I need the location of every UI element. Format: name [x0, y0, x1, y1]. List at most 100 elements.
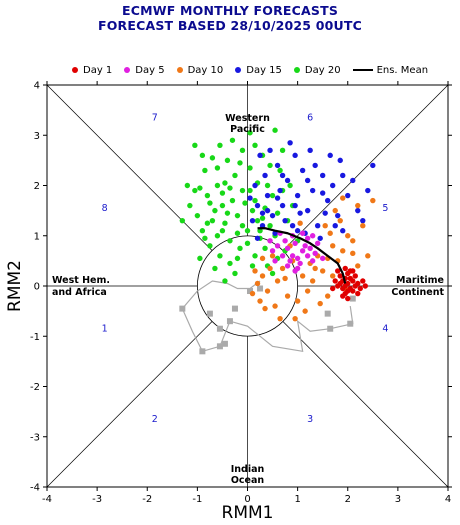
- legend-item-day15: Day 15: [235, 65, 282, 76]
- point-day15: [282, 217, 288, 224]
- point-day10: [272, 303, 278, 309]
- point-day5: [267, 238, 273, 244]
- phase-label: 4: [382, 324, 388, 335]
- point-day10: [297, 220, 303, 226]
- point-day15: [264, 192, 271, 199]
- point-day5: [274, 243, 281, 249]
- point-day15: [317, 235, 323, 241]
- point-day20: [187, 202, 193, 209]
- point-day10: [249, 290, 256, 297]
- point-day15: [304, 207, 311, 214]
- analysis-marker: [231, 305, 238, 312]
- point-day10: [277, 315, 283, 322]
- analysis-marker: [216, 343, 223, 350]
- point-day20: [222, 180, 228, 186]
- point-day10: [279, 265, 286, 272]
- y-tick-label: -4: [30, 483, 40, 494]
- y-axis-label: RMM2: [5, 260, 25, 312]
- legend-label-day5: Day 5: [135, 64, 165, 76]
- x-tick-label: 1: [294, 494, 300, 505]
- point-day10: [302, 308, 308, 314]
- point-day15: [307, 147, 313, 154]
- chart-subtitle: FORECAST BASED 28/10/2025 00UTC: [97, 18, 363, 33]
- point-day20: [237, 245, 243, 252]
- point-day15: [292, 202, 298, 209]
- phase-label: 3: [307, 414, 313, 425]
- phase-label: 6: [307, 113, 313, 124]
- legend-marker-day5: [124, 67, 131, 73]
- point-day20: [207, 200, 213, 206]
- point-day20: [217, 142, 223, 148]
- region-label-bottom-2: Ocean: [231, 475, 265, 486]
- point-day20: [224, 210, 231, 216]
- point-day15: [287, 140, 293, 146]
- point-day20: [214, 165, 221, 171]
- point-day15: [325, 197, 331, 204]
- point-day15: [314, 223, 321, 229]
- point-day1: [347, 275, 353, 282]
- x-tick-label: -2: [142, 494, 152, 505]
- region-label-right-1: Maritime: [396, 275, 444, 286]
- diagonal-line: [282, 84, 449, 251]
- point-day5: [312, 250, 318, 257]
- point-day20: [214, 233, 221, 239]
- point-day1: [350, 288, 356, 294]
- point-day20: [257, 228, 263, 234]
- diagonal-line: [46, 84, 213, 251]
- point-day20: [239, 187, 246, 194]
- point-day15: [340, 228, 346, 234]
- point-day15: [277, 187, 283, 194]
- point-day10: [330, 273, 336, 279]
- x-tick-label: -3: [92, 494, 102, 505]
- analysis-marker: [324, 310, 331, 317]
- point-day1: [360, 278, 366, 284]
- legend-marker-day20: [293, 67, 300, 73]
- point-day15: [327, 152, 333, 159]
- point-day20: [259, 215, 266, 221]
- point-day15: [252, 182, 258, 189]
- point-day5: [289, 253, 296, 259]
- point-day10: [355, 202, 361, 209]
- region-label-top-2: Pacific: [230, 124, 265, 135]
- point-day10: [327, 230, 333, 236]
- point-day20: [229, 137, 236, 143]
- point-day15: [292, 152, 298, 159]
- point-day15: [319, 190, 326, 196]
- analysis-marker: [221, 340, 228, 347]
- y-tick-label: 0: [34, 282, 40, 293]
- point-day5: [307, 245, 313, 252]
- point-day20: [229, 197, 236, 204]
- point-day20: [209, 217, 216, 224]
- point-day1: [357, 285, 363, 292]
- point-day10: [340, 195, 346, 201]
- point-day20: [209, 155, 216, 161]
- point-day15: [365, 187, 371, 194]
- point-day20: [184, 182, 191, 189]
- point-day10: [274, 278, 281, 284]
- point-day15: [254, 235, 261, 241]
- point-day15: [269, 212, 276, 219]
- point-day15: [267, 147, 273, 154]
- point-day1: [337, 273, 343, 279]
- y-tick-label: 1: [34, 231, 40, 242]
- point-day20: [252, 253, 258, 259]
- point-day15: [274, 195, 281, 201]
- point-day20: [239, 147, 246, 154]
- region-label-bottom-1: Indian: [231, 464, 265, 475]
- phase-label: 7: [152, 113, 158, 124]
- point-day5: [284, 245, 291, 252]
- point-day5: [309, 258, 316, 264]
- x-tick-label: 4: [445, 494, 451, 505]
- point-day5: [319, 255, 326, 262]
- point-day1: [355, 280, 361, 287]
- point-day20: [244, 228, 251, 234]
- point-day20: [267, 162, 273, 169]
- point-day15: [312, 162, 318, 169]
- point-day15: [297, 210, 303, 216]
- point-day1: [352, 273, 358, 279]
- point-day10: [252, 268, 258, 274]
- point-day20: [269, 192, 276, 199]
- legend-label-day20: Day 20: [304, 64, 341, 76]
- point-day20: [232, 172, 238, 179]
- point-day20: [199, 228, 206, 234]
